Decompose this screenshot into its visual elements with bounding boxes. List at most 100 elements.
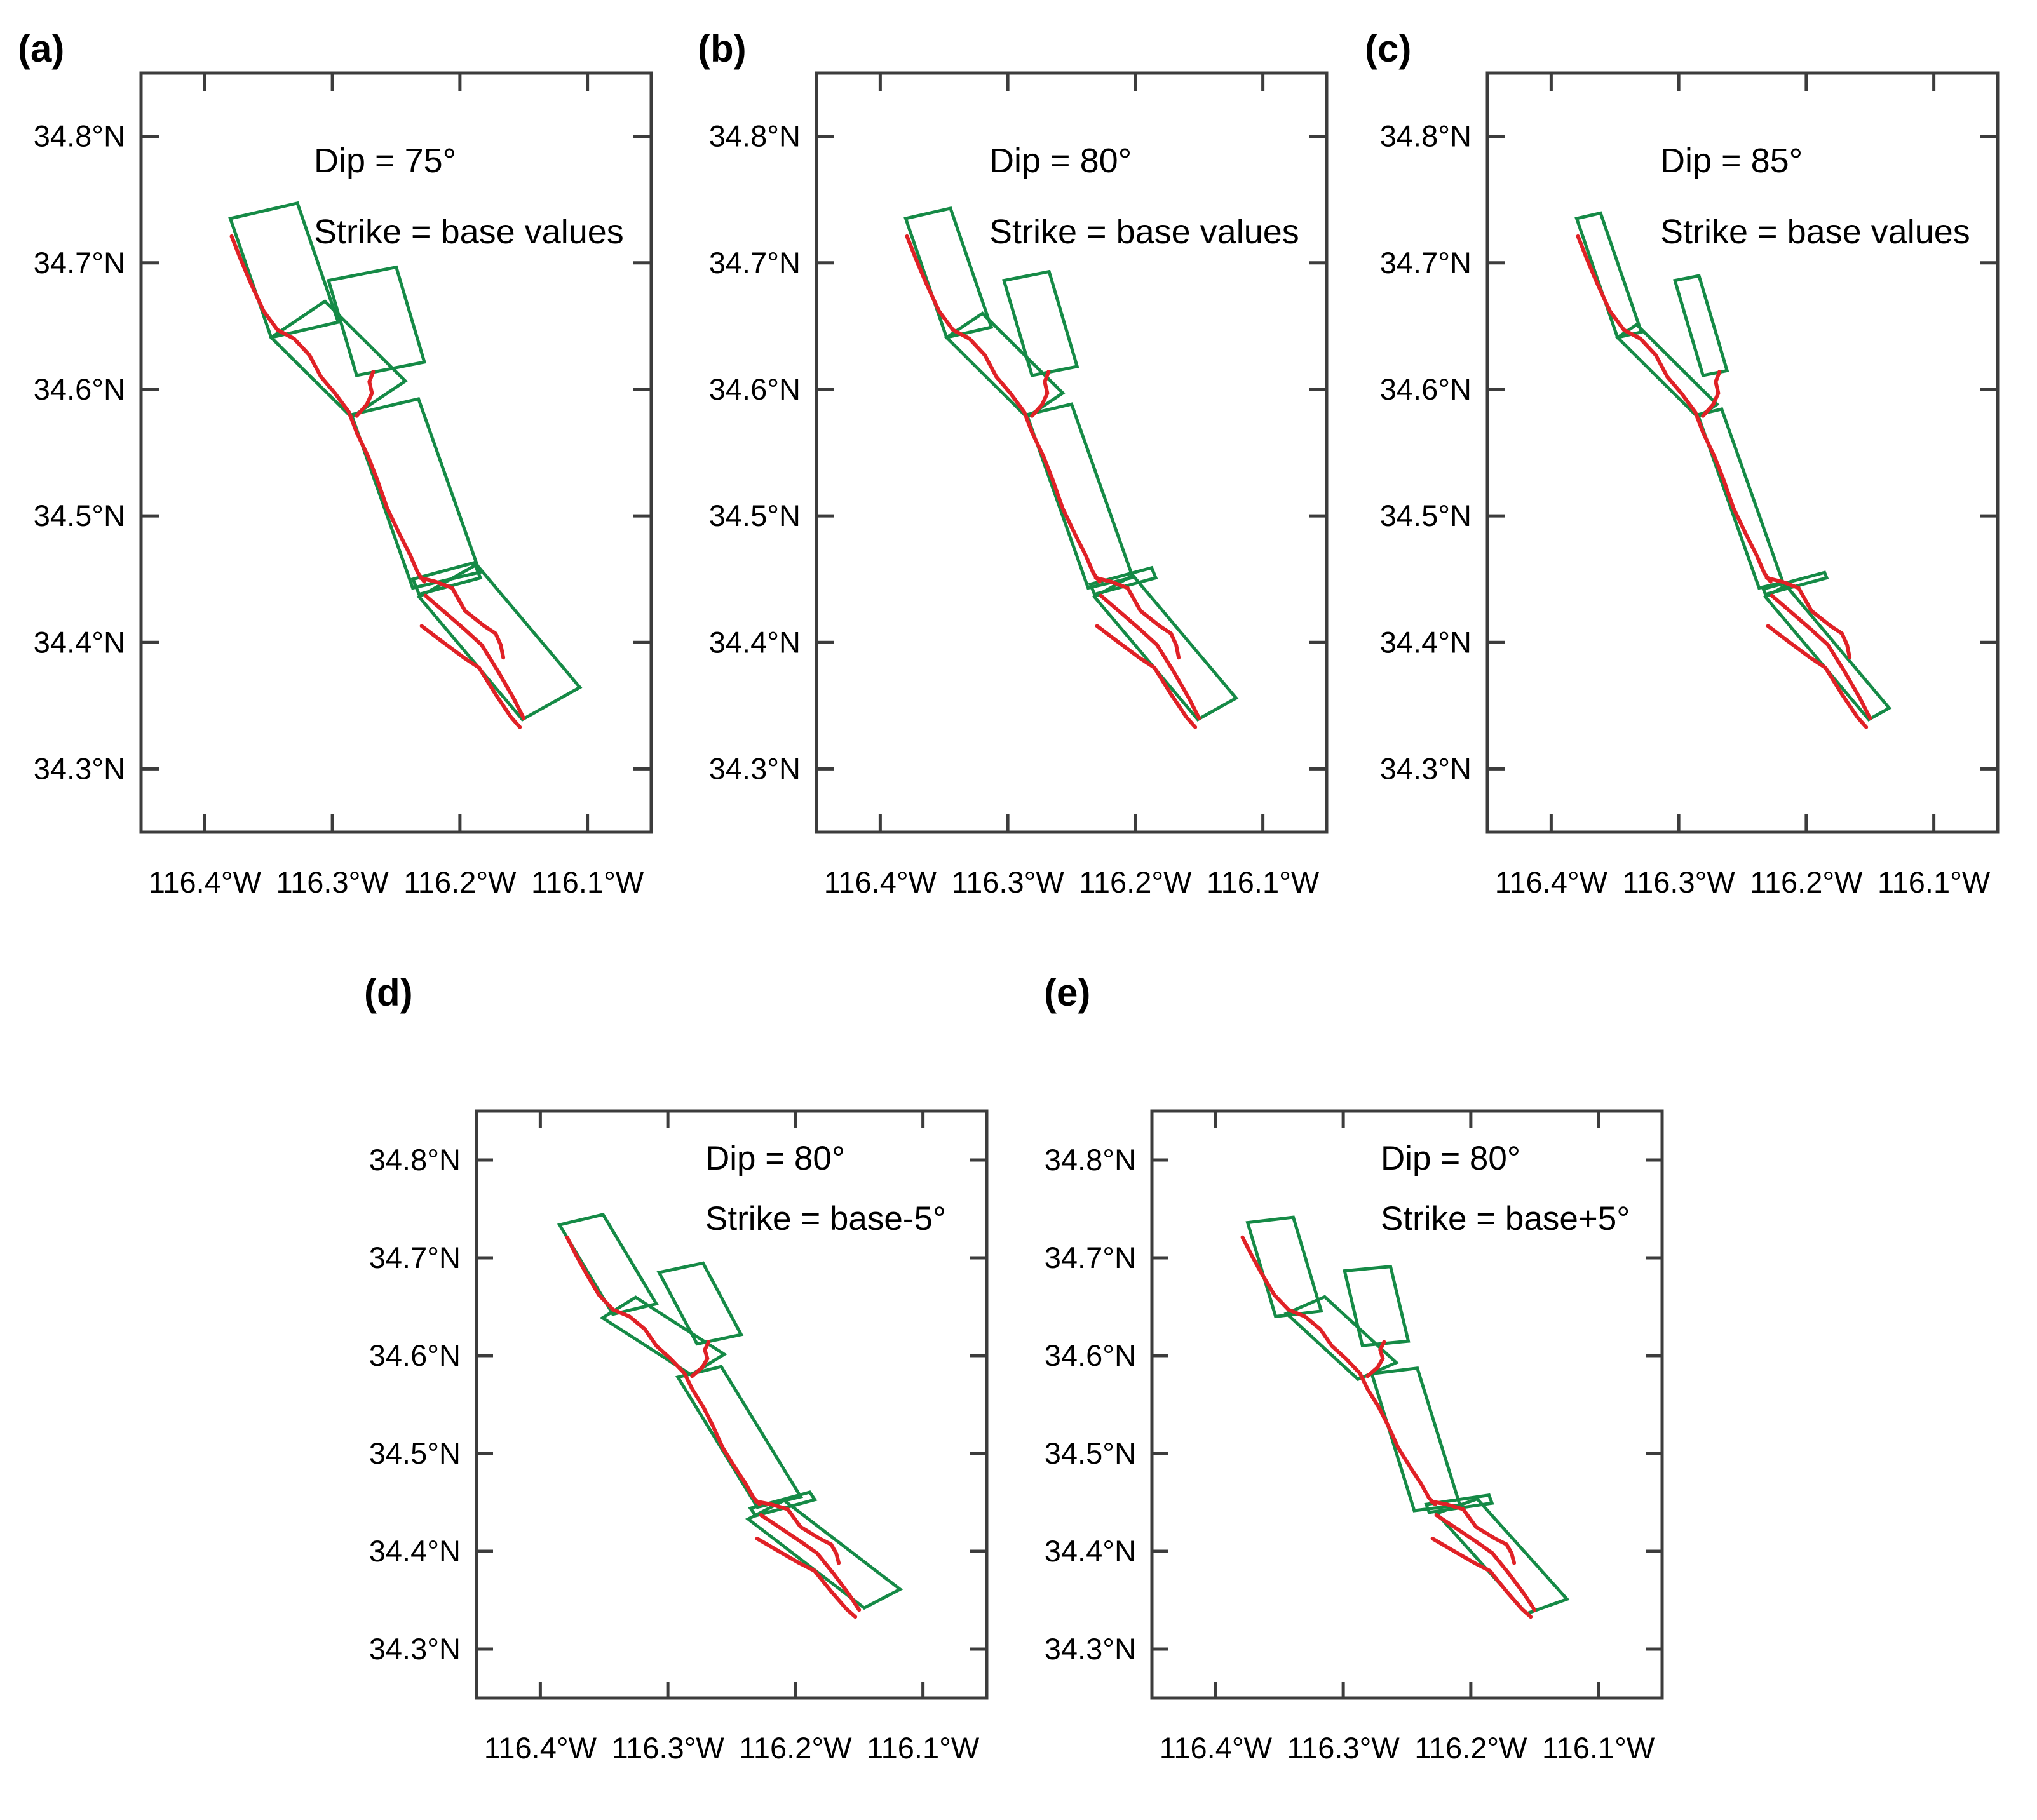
axes-box — [139, 71, 653, 834]
fault-projection-northeast-bulge — [326, 265, 427, 377]
panel-a-letter: (a) — [18, 27, 65, 70]
y-tick-label: 34.5°N — [369, 1436, 461, 1470]
rupture-trace-south-upper — [754, 1499, 841, 1565]
rupture-trace-main — [1576, 234, 1773, 584]
y-tick-label: 34.6°N — [1380, 372, 1472, 406]
x-tick-label: 116.3°W — [276, 865, 389, 899]
fault-projection-bend — [1283, 1295, 1400, 1382]
rupture-trace-south-lower — [1095, 624, 1198, 729]
rupture-trace-south-middle — [1434, 1513, 1537, 1612]
rupture-trace-center-branch — [690, 1340, 711, 1378]
x-tick-label: 116.2°W — [403, 865, 517, 899]
fault-projection-northeast-bulge — [1001, 269, 1079, 377]
y-tick-label: 34.8°N — [1380, 119, 1472, 153]
axes-box — [1150, 1109, 1664, 1700]
x-tick-label: 116.1°W — [1878, 865, 1991, 899]
x-tick-label: 116.4°W — [149, 865, 262, 899]
fault-projection-north — [1574, 211, 1644, 340]
y-tick-label: 34.8°N — [1045, 1143, 1136, 1176]
fault-projection-bend — [1614, 322, 1720, 419]
y-tick-label: 34.4°N — [34, 625, 125, 659]
fault-projection-central — [349, 396, 482, 590]
x-tick-label: 116.1°W — [1207, 865, 1320, 899]
panel-c-title-dip: Dip = 85° — [1660, 142, 1803, 180]
y-tick-label: 34.6°N — [1045, 1338, 1136, 1372]
panel-a-map: 116.4°W 116.3°W 116.2°W 116.1°W 34.8°N 34.7°N… — [34, 71, 653, 899]
x-tick-label: 116.2°W — [1414, 1731, 1527, 1765]
rupture-trace-center-branch — [1365, 1340, 1386, 1378]
rupture-trace-south-middle — [423, 593, 526, 720]
fault-projection-northeast-bulge — [1672, 274, 1729, 377]
panel-d-map: 116.4°W 116.3°W 116.2°W 116.1°W 34.8°N 34.7°N… — [369, 1109, 989, 1765]
y-tick-label: 34.7°N — [1380, 246, 1472, 280]
fault-projection-bend — [944, 311, 1066, 419]
fault-projection-south — [1433, 1497, 1570, 1616]
y-tick-label: 34.6°N — [369, 1338, 461, 1372]
x-tick-label: 116.2°W — [739, 1731, 852, 1765]
y-tick-label: 34.3°N — [34, 752, 125, 785]
y-tick-label: 34.4°N — [1380, 625, 1472, 659]
rupture-trace-south-upper — [418, 576, 506, 660]
panel-c-map: 116.4°W 116.3°W 116.2°W 116.1°W 34.8°N 34.7°N… — [1380, 71, 2000, 899]
rupture-trace-south-upper — [1429, 1499, 1517, 1565]
fault-projection-south-bend — [1761, 570, 1829, 597]
y-tick-label: 34.5°N — [1380, 499, 1472, 532]
fault-projection-central — [675, 1365, 804, 1509]
panel-b-letter: (b) — [698, 27, 747, 70]
panel-e-title-strike: Strike = base+5° — [1381, 1200, 1630, 1237]
rupture-trace-south-lower — [1430, 1537, 1533, 1619]
axes-box — [1485, 71, 2000, 834]
y-tick-label: 34.4°N — [369, 1534, 461, 1568]
fault-projection-south — [745, 1498, 903, 1610]
panel-c-letter: (c) — [1365, 27, 1412, 70]
rupture-trace-south-middle — [1770, 593, 1872, 720]
fault-projection-north — [903, 206, 994, 340]
x-tick-label: 116.3°W — [951, 865, 1064, 899]
fault-projection-south-bend — [1088, 565, 1158, 597]
rupture-trace-center-branch — [1701, 370, 1722, 418]
rupture-trace-center-branch — [1030, 370, 1051, 418]
y-tick-label: 34.3°N — [1045, 1632, 1136, 1666]
panel-e-map: 116.4°W 116.3°W 116.2°W 116.1°W 34.8°N 34.7°N… — [1045, 1109, 1664, 1765]
x-tick-label: 116.1°W — [867, 1731, 980, 1765]
y-tick-label: 34.7°N — [369, 1241, 461, 1274]
y-tick-label: 34.8°N — [34, 119, 125, 153]
fault-projection-northeast-bulge — [1343, 1265, 1411, 1347]
x-tick-label: 116.4°W — [1495, 865, 1608, 899]
panel-b-map: 116.4°W 116.3°W 116.2°W 116.1°W 34.8°N 34.7°N… — [709, 71, 1329, 899]
fault-projection-central — [1695, 407, 1785, 590]
y-tick-label: 34.3°N — [369, 1632, 461, 1666]
fault-projection-south-bend — [1424, 1493, 1494, 1514]
y-tick-label: 34.6°N — [709, 372, 801, 406]
x-tick-label: 116.3°W — [1287, 1731, 1400, 1765]
panel-b-title-dip: Dip = 80° — [989, 142, 1132, 180]
x-tick-label: 116.1°W — [1542, 1731, 1655, 1765]
fault-projection-north — [557, 1212, 659, 1316]
y-tick-label: 34.5°N — [1045, 1436, 1136, 1470]
panel-b-title-strike: Strike = base values — [989, 213, 1299, 251]
rupture-trace-south-upper — [1093, 576, 1181, 660]
rupture-trace-center-branch — [355, 370, 376, 418]
panel-d-title-strike: Strike = base-5° — [705, 1200, 947, 1237]
fault-projection-northeast-bulge — [656, 1261, 744, 1346]
fault-projection-central — [1024, 402, 1135, 590]
panel-e-title-dip: Dip = 80° — [1381, 1140, 1521, 1177]
rupture-trace-south-middle — [1099, 593, 1201, 720]
x-tick-label: 116.3°W — [611, 1731, 724, 1765]
y-tick-label: 34.5°N — [709, 499, 801, 532]
x-tick-label: 116.4°W — [1160, 1731, 1273, 1765]
rupture-trace-south-lower — [755, 1537, 858, 1619]
axes-box — [815, 71, 1329, 834]
rupture-trace-main — [229, 234, 426, 584]
y-tick-label: 34.6°N — [34, 372, 125, 406]
panel-a-title-strike: Strike = base values — [314, 213, 624, 251]
fault-projection-bend — [599, 1295, 728, 1377]
fault-projection-south-bend — [748, 1490, 818, 1518]
y-tick-label: 34.8°N — [709, 119, 801, 153]
y-tick-label: 34.3°N — [709, 752, 801, 785]
x-tick-label: 116.4°W — [484, 1731, 597, 1765]
y-tick-label: 34.4°N — [1045, 1534, 1136, 1568]
y-tick-label: 34.4°N — [709, 625, 801, 659]
x-tick-label: 116.3°W — [1622, 865, 1735, 899]
